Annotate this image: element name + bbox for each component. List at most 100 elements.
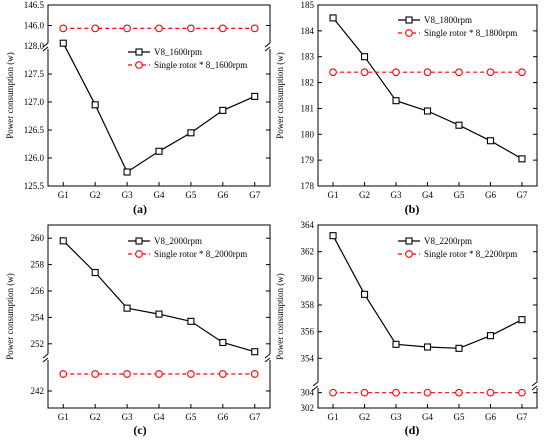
y-tick-label: 184 [301, 26, 315, 36]
legend-marker-square [135, 48, 143, 56]
data-point-square [219, 338, 227, 347]
x-tick-label: G6 [217, 412, 228, 422]
data-point-square [518, 155, 526, 163]
axis-break-gap-left [314, 382, 322, 388]
panel-label: (c) [133, 423, 146, 437]
data-point-square [360, 53, 369, 61]
y-tick-label: 178 [301, 181, 315, 191]
x-tick-label: G6 [217, 190, 228, 200]
x-tick-label: G2 [359, 190, 370, 200]
axis-break-gap-right [266, 43, 274, 49]
y-tick-label: 125.5 [24, 181, 45, 191]
data-point-square [187, 129, 195, 137]
legend-marker-circle [405, 250, 413, 258]
legend-label: V8_2000rpm [154, 236, 202, 246]
data-point-circle [187, 24, 195, 33]
y-tick-label: 252 [31, 339, 45, 349]
data-point-square [392, 97, 400, 105]
x-tick-label: G1 [328, 412, 339, 422]
axis-break-gap-left [44, 354, 52, 360]
x-tick-label: G3 [122, 190, 133, 200]
data-point-circle [329, 68, 337, 77]
y-axis-label: Power consumption (w) [275, 52, 285, 139]
x-tick-label: G7 [516, 412, 527, 422]
data-point-square [155, 310, 163, 318]
data-point-square [392, 340, 400, 348]
data-point-circle [486, 388, 495, 397]
x-tick-label: G4 [422, 412, 433, 422]
axis-break-mark-right [264, 42, 271, 52]
data-point-circle [250, 24, 259, 33]
data-point-square [455, 344, 463, 352]
data-point-square [59, 237, 67, 245]
y-tick-label: 260 [31, 233, 45, 243]
x-tick-label: G4 [154, 412, 165, 422]
x-tick-label: G4 [154, 190, 165, 200]
x-tick-label: G5 [453, 190, 464, 200]
data-point-circle [518, 388, 526, 397]
x-tick-label: G5 [185, 190, 196, 200]
data-point-circle [187, 370, 195, 378]
y-tick-label: 183 [301, 52, 315, 62]
y-tick-label: 146.5 [24, 0, 45, 10]
data-point-circle [455, 388, 463, 397]
data-point-square [155, 147, 163, 155]
y-tick-label: 185 [301, 0, 315, 10]
x-tick-label: G7 [249, 190, 260, 200]
y-tick-label: 254 [31, 312, 45, 322]
axis-break-gap-right [533, 382, 541, 388]
legend-label: V8_1600rpm [154, 47, 202, 57]
x-tick-label: G1 [328, 190, 339, 200]
data-point-circle [455, 68, 463, 77]
y-tick-label: 258 [31, 260, 45, 270]
y-tick-label: 127.0 [24, 97, 45, 107]
axis-break-mark-left [42, 42, 49, 52]
data-point-square [486, 332, 495, 340]
y-tick-label: 181 [301, 103, 315, 113]
y-tick-label: 242 [31, 386, 45, 396]
legend-label: V8_1800rpm [424, 15, 472, 25]
data-point-square [91, 268, 99, 277]
data-point-circle [218, 370, 227, 378]
chart-panel-3: 252 254 256 258 260 242 G1 G2 G3 G4 G5 G6 G7 Power co… [5, 224, 274, 437]
y-tick-label: 358 [301, 300, 315, 310]
data-point-circle [91, 24, 100, 33]
panel-label: (a) [133, 202, 147, 216]
legend-label: V8_2200rpm [424, 236, 472, 246]
x-tick-label: G5 [453, 412, 464, 422]
data-point-circle [218, 24, 227, 33]
data-point-square [91, 101, 99, 109]
y-tick-label: 128.0 [24, 41, 45, 51]
y-tick-label: 256 [31, 286, 45, 296]
data-point-circle [486, 68, 495, 77]
y-tick-label: 304 [301, 388, 315, 398]
data-point-circle [329, 388, 337, 397]
data-point-square [518, 316, 526, 324]
data-point-square [455, 121, 463, 129]
panel-label: (d) [405, 423, 420, 437]
data-point-square [251, 348, 259, 356]
x-tick-label: G3 [391, 190, 402, 200]
data-point-circle [155, 24, 163, 33]
data-point-circle [59, 370, 68, 378]
axis-break-mark-right [264, 353, 271, 363]
x-tick-label: G3 [122, 412, 133, 422]
data-point-square [423, 107, 432, 115]
panel-label: (b) [405, 202, 420, 216]
x-tick-label: G6 [485, 190, 496, 200]
y-tick-label: 360 [301, 273, 315, 283]
chart-panel-2: 178 179 180 181 182 183 184 185 G1 G2 G3 G4 G5 G6 G7 Po… [275, 0, 538, 216]
axis-break-mark-left [42, 353, 49, 363]
legend-label: Single rotor * 8_2200rpm [424, 249, 517, 259]
y-tick-label: 126.0 [24, 153, 45, 163]
x-tick-label: G3 [391, 412, 402, 422]
legend-label: Single rotor * 8_1600rpm [154, 60, 247, 70]
data-point-square [123, 304, 131, 312]
legend-marker-circle [135, 250, 143, 258]
legend-marker-circle [135, 61, 143, 69]
axis-break-mark-left [312, 381, 319, 391]
data-point-circle [250, 370, 259, 378]
y-axis-label: Power consumption (w) [275, 273, 285, 360]
x-tick-label: G5 [185, 412, 196, 422]
x-tick-label: G2 [90, 190, 101, 200]
